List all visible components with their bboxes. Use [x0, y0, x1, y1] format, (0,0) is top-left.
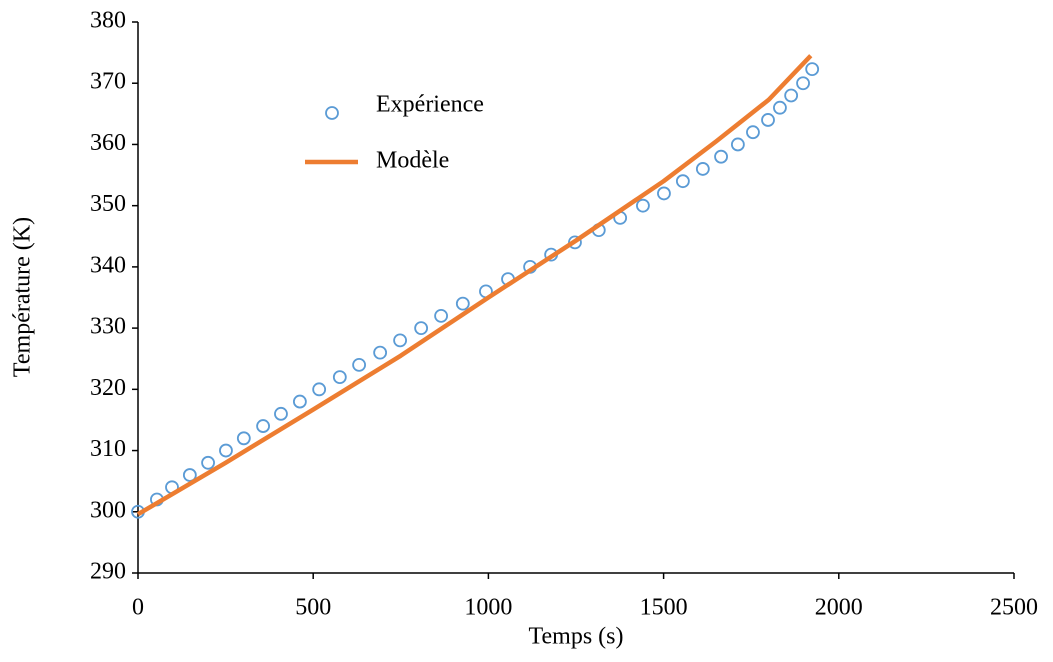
data-point	[455, 296, 470, 311]
data-point	[434, 308, 448, 323]
x-tick-label: 2000	[815, 595, 863, 621]
y-tick-label: 370	[90, 69, 126, 95]
data-point	[568, 235, 582, 250]
data-point	[373, 345, 388, 360]
data-point	[657, 186, 671, 201]
legend-label: Modèle	[376, 148, 449, 174]
data-point	[695, 162, 710, 176]
data-point	[636, 198, 650, 213]
x-tick-label: 1500	[640, 595, 688, 621]
x-tick-label: 2500	[990, 595, 1038, 621]
data-point	[761, 113, 775, 127]
data-point	[332, 370, 347, 384]
data-point	[312, 382, 327, 397]
y-tick-label: 340	[90, 252, 126, 278]
data-point	[292, 394, 307, 409]
data-point	[784, 88, 799, 103]
data-point	[773, 100, 787, 115]
y-tick-label: 360	[90, 130, 126, 156]
y-tick-label: 320	[90, 375, 126, 401]
legend-marker	[325, 106, 339, 120]
y-tick-label: 350	[90, 191, 126, 217]
x-tick-label: 500	[295, 595, 331, 621]
y-tick-label: 290	[90, 559, 126, 585]
x-tick-label: 0	[132, 595, 144, 621]
x-tick-label: 1000	[464, 595, 512, 621]
data-point	[805, 62, 820, 77]
y-tick-label: 300	[90, 497, 126, 523]
model-line	[136, 54, 813, 517]
data-point	[256, 419, 270, 433]
data-point	[393, 333, 407, 348]
data-point	[201, 455, 215, 470]
x-axis-label: Temps (s)	[529, 624, 624, 650]
y-tick-label: 310	[90, 436, 126, 462]
data-point	[714, 149, 728, 164]
data-point	[730, 137, 745, 152]
data-point	[219, 443, 233, 458]
data-point	[414, 321, 429, 336]
data-point	[746, 125, 760, 140]
data-point	[796, 76, 810, 91]
y-tick-label: 380	[90, 8, 126, 34]
y-axis-label: Température (K)	[10, 217, 36, 377]
data-point	[182, 468, 197, 482]
legend-label: Expérience	[376, 92, 484, 118]
y-tick-label: 330	[90, 314, 126, 340]
data-point	[352, 357, 367, 372]
data-point	[675, 174, 690, 189]
data-point	[274, 406, 288, 421]
data-point	[236, 431, 251, 446]
